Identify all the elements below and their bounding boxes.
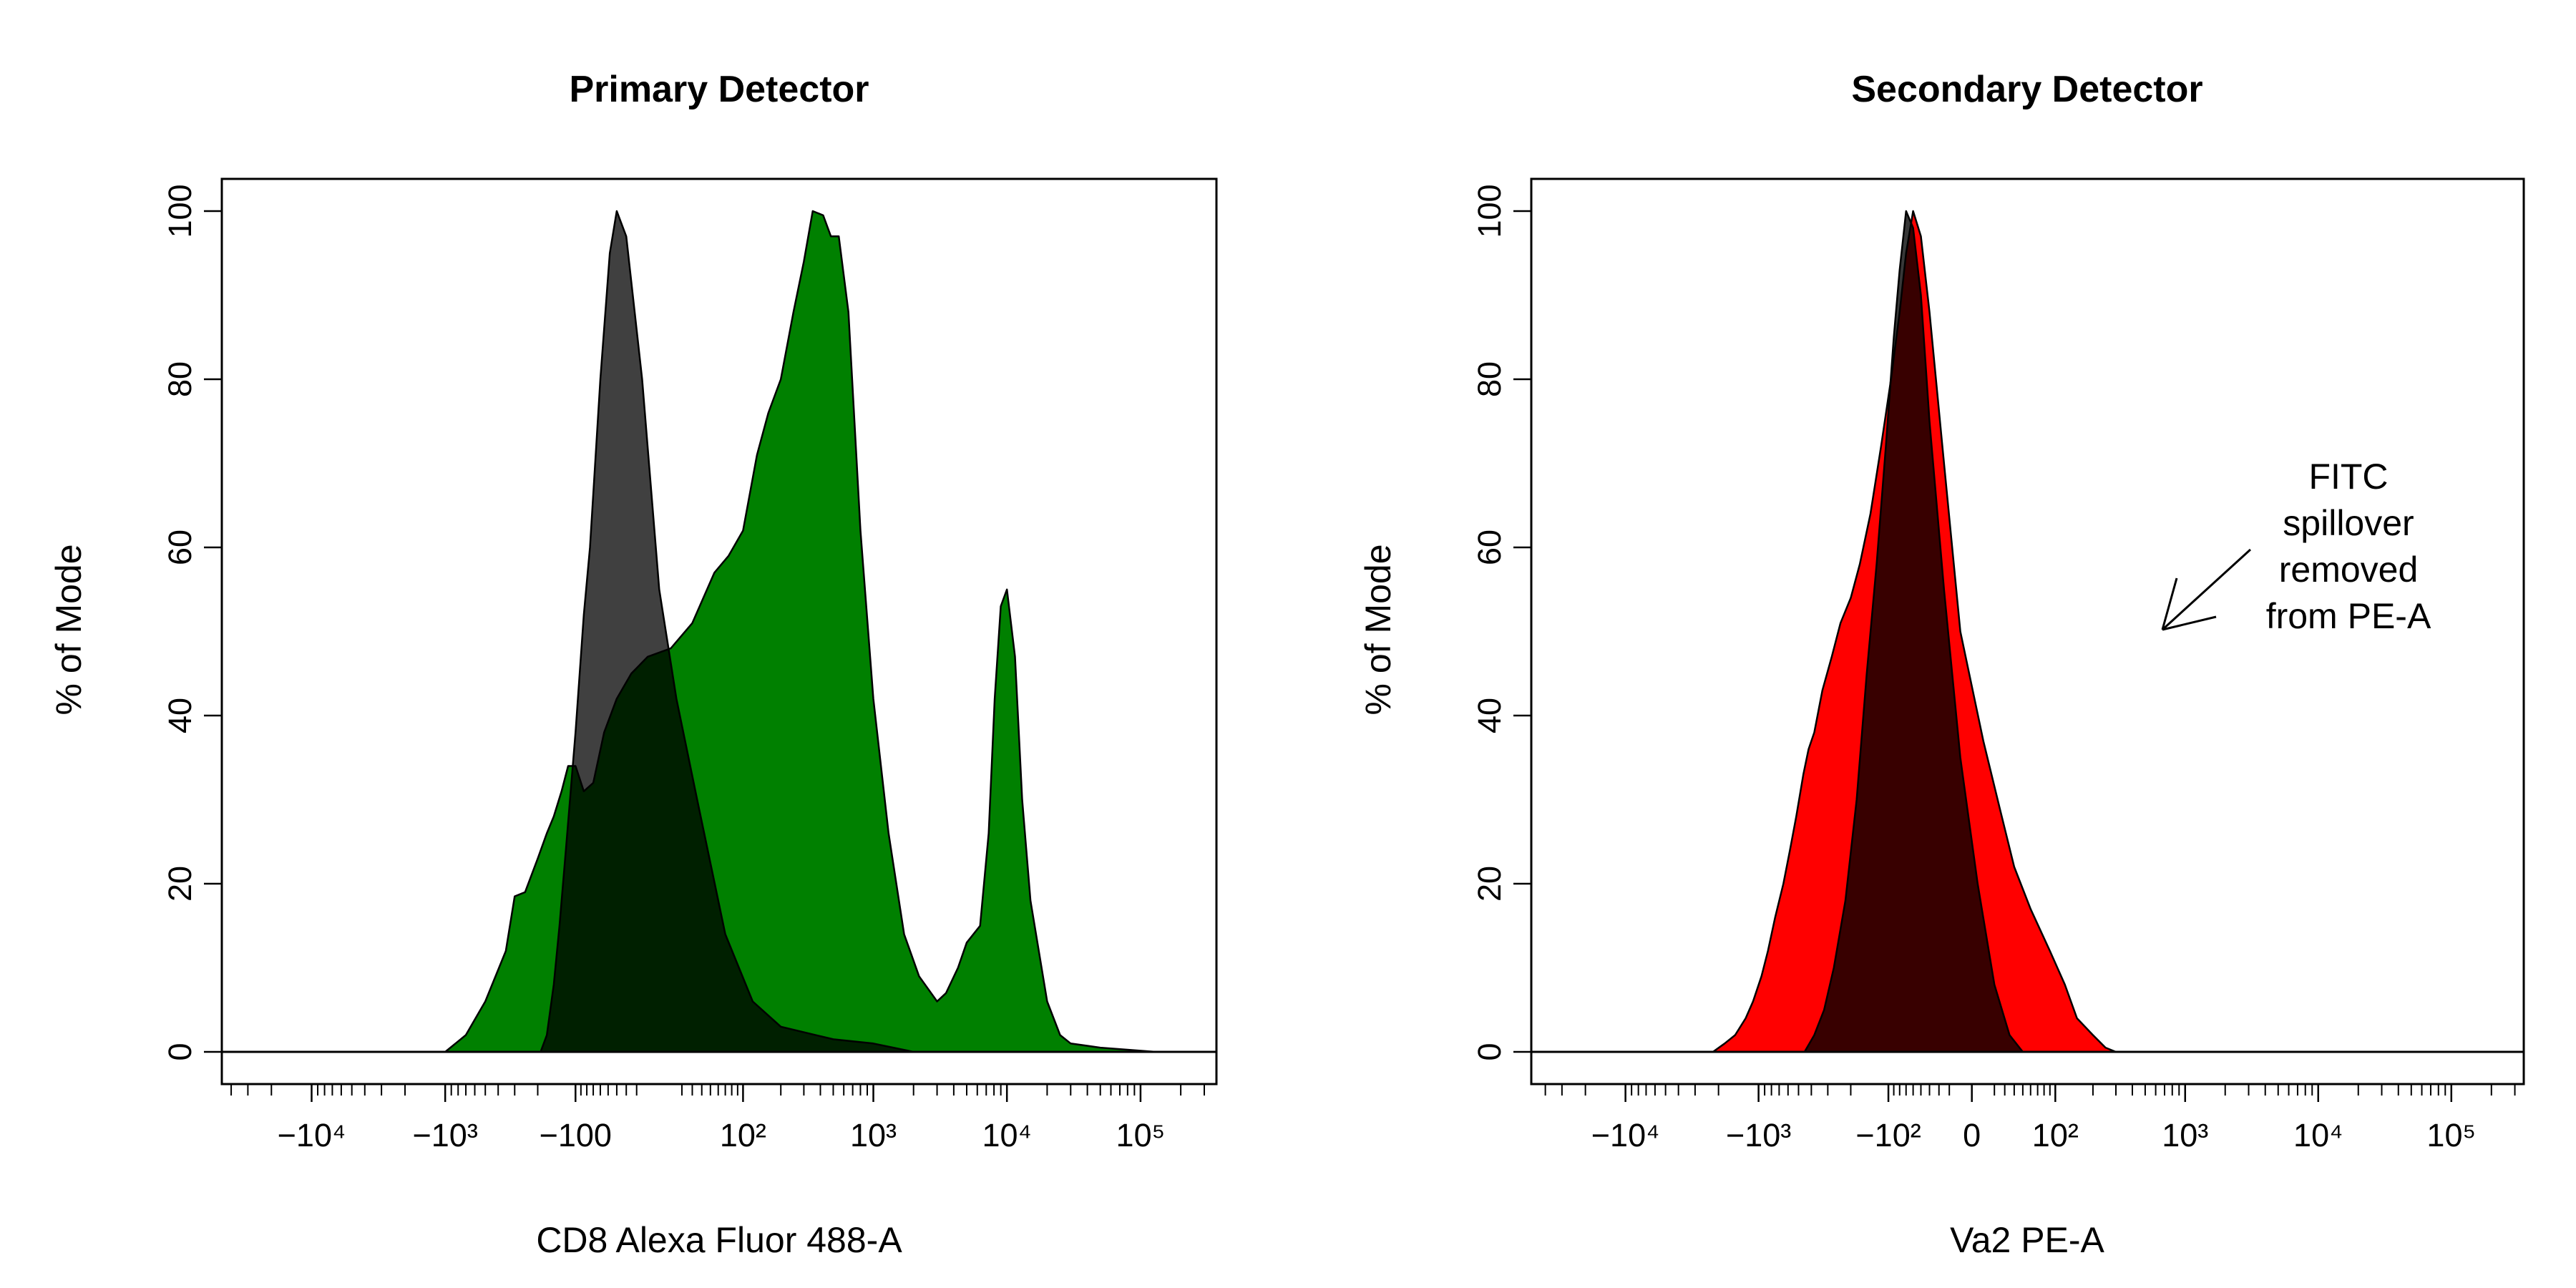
x-tick-label: −10² bbox=[1855, 1117, 1921, 1153]
x-tick-label: 10⁴ bbox=[982, 1117, 1031, 1153]
x-tick-label: −10³ bbox=[412, 1117, 477, 1153]
x-axis: −10⁴ −10³ −100 10² 10³ 10⁴ 10⁵ bbox=[230, 1084, 1205, 1153]
y-axis: 0 20 40 60 80 100 bbox=[162, 184, 222, 1061]
y-tick-label: 100 bbox=[162, 184, 198, 238]
y-tick-label: 80 bbox=[162, 361, 198, 397]
panel-title: Secondary Detector bbox=[1851, 69, 2202, 110]
x-tick-label: 10⁵ bbox=[2426, 1117, 2476, 1153]
series-layer bbox=[444, 210, 1157, 1053]
x-axis-label: Va2 PE-A bbox=[1950, 1220, 2104, 1260]
series-layer bbox=[1712, 210, 2117, 1053]
x-tick-label: −10⁴ bbox=[278, 1117, 346, 1153]
y-axis-label: % of Mode bbox=[49, 544, 89, 715]
annotation-line: FITC bbox=[2308, 457, 2388, 497]
x-axis: −10⁴ −10³ −10² 0 10² 10³ 10⁴ 10⁵ bbox=[1544, 1084, 2516, 1153]
x-tick-label: −10³ bbox=[1726, 1117, 1791, 1153]
x-tick-label: 10³ bbox=[2162, 1117, 2208, 1153]
y-tick-label: 0 bbox=[1471, 1043, 1508, 1060]
x-tick-label: −100 bbox=[540, 1117, 612, 1153]
annotation-arrow bbox=[2161, 548, 2252, 631]
series-area-1 bbox=[540, 210, 914, 1053]
y-tick-label: 0 bbox=[162, 1043, 198, 1060]
x-tick-label: 10² bbox=[720, 1117, 766, 1153]
y-tick-label: 20 bbox=[162, 866, 198, 902]
x-axis-label: CD8 Alexa Fluor 488-A bbox=[536, 1220, 902, 1260]
y-tick-label: 60 bbox=[162, 530, 198, 565]
x-tick-label: −10⁴ bbox=[1591, 1117, 1660, 1153]
x-tick-label: 0 bbox=[1963, 1117, 1981, 1153]
y-tick-label: 20 bbox=[1471, 866, 1508, 902]
y-tick-label: 60 bbox=[1471, 530, 1508, 565]
annotation-line: from PE-A bbox=[2266, 596, 2431, 636]
y-tick-label: 40 bbox=[162, 698, 198, 733]
y-tick-label: 40 bbox=[1471, 698, 1508, 733]
annotation: FITC spillover removed from PE-A bbox=[2161, 457, 2431, 636]
plot-frame bbox=[1530, 177, 2525, 1085]
y-axis-label: % of Mode bbox=[1358, 544, 1398, 715]
annotation-line: removed bbox=[2279, 550, 2419, 590]
series-area-0 bbox=[444, 210, 1157, 1053]
x-tick-label: 10⁴ bbox=[2293, 1117, 2343, 1153]
x-tick-label: 10³ bbox=[850, 1117, 897, 1153]
y-axis: 0 20 40 60 80 100 bbox=[1471, 184, 1531, 1061]
y-tick-label: 100 bbox=[1471, 184, 1508, 238]
y-tick-label: 80 bbox=[1471, 361, 1508, 397]
annotation-line: spillover bbox=[2283, 503, 2414, 543]
secondary-detector-panel: Secondary Detector Va2 PE-A % of Mode −1… bbox=[1358, 69, 2525, 1260]
primary-detector-panel: Primary Detector CD8 Alexa Fluor 488-A %… bbox=[49, 69, 1218, 1260]
series-area-1 bbox=[1803, 210, 2024, 1053]
plot-frame bbox=[220, 177, 1218, 1085]
panel-title: Primary Detector bbox=[569, 69, 869, 110]
x-tick-label: 10² bbox=[2032, 1117, 2079, 1153]
x-tick-label: 10⁵ bbox=[1116, 1117, 1166, 1153]
